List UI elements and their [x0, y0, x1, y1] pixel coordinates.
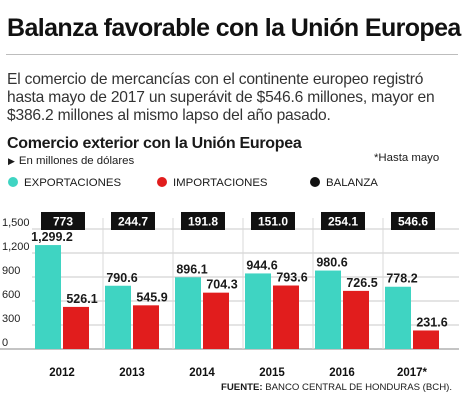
- bar-importaciones: [133, 305, 159, 349]
- balanza-value-label: 151.0: [258, 215, 288, 229]
- legend-label-balanza: BALANZA: [326, 177, 378, 189]
- chart-title: Comercio exterior con la Unión Europea: [7, 135, 302, 152]
- x-tick-label: 2016: [329, 367, 355, 379]
- legend: EXPORTACIONES IMPORTACIONES BALANZA: [8, 177, 458, 193]
- value-label-exportaciones: 1,299.2: [31, 230, 73, 244]
- y-tick-label: 0: [2, 337, 8, 349]
- legend-item-balanza: BALANZA: [310, 177, 378, 189]
- legend-item-exportaciones: EXPORTACIONES: [8, 177, 121, 189]
- value-label-exportaciones: 980.6: [316, 256, 347, 270]
- value-label-importaciones: 545.9: [136, 290, 167, 304]
- chart-note: *Hasta mayo: [374, 152, 440, 164]
- balanza-box: [391, 212, 435, 230]
- balanza-value-label: 244.7: [118, 215, 148, 229]
- bar-exportaciones: [35, 245, 61, 349]
- bar-importaciones: [203, 292, 229, 349]
- bar-importaciones: [343, 290, 369, 349]
- balanza-box: [251, 212, 295, 230]
- triangle-icon: ▶: [8, 156, 15, 166]
- chart-subtitle-text: En millones de dólares: [18, 155, 135, 167]
- balanza-box: [181, 212, 225, 230]
- bar-importaciones: [273, 285, 299, 349]
- legend-label-importaciones: IMPORTACIONES: [173, 177, 268, 189]
- legend-swatch-balanza: [310, 177, 320, 187]
- balanza-box: [321, 212, 365, 230]
- legend-swatch-importaciones: [157, 177, 167, 187]
- value-label-importaciones: 231.6: [416, 315, 447, 329]
- lede-paragraph: El comercio de mercancías con el contine…: [7, 71, 435, 124]
- balanza-box: [41, 212, 85, 230]
- bar-exportaciones: [315, 270, 341, 349]
- x-tick-label: 2014: [189, 367, 215, 379]
- source-text: BANCO CENTRAL DE HONDURAS (BCH).: [265, 382, 452, 393]
- value-label-importaciones: 704.3: [206, 278, 237, 292]
- y-tick-label: 600: [2, 289, 20, 301]
- y-tick-label: 1,500: [2, 217, 30, 229]
- balanza-value-label: 254.1: [328, 215, 358, 229]
- bar-exportaciones: [175, 277, 201, 349]
- balanza-value-label: 773: [53, 215, 73, 229]
- balanza-value-label: 191.8: [188, 215, 218, 229]
- x-tick-label: 2012: [49, 367, 75, 379]
- legend-label-exportaciones: EXPORTACIONES: [24, 177, 122, 189]
- balanza-box: [111, 212, 155, 230]
- bar-importaciones: [63, 306, 89, 349]
- value-label-importaciones: 793.6: [276, 271, 307, 285]
- y-tick-label: 900: [2, 265, 20, 277]
- bar-exportaciones: [385, 286, 411, 349]
- bar-exportaciones: [245, 273, 271, 349]
- bar-importaciones: [413, 330, 439, 349]
- x-tick-label: 2017*: [397, 367, 428, 379]
- y-tick-label: 1,200: [2, 241, 30, 253]
- legend-swatch-exportaciones: [8, 177, 18, 187]
- source-note: FUENTE: BANCO CENTRAL DE HONDURAS (BCH).: [221, 382, 452, 393]
- value-label-exportaciones: 778.2: [386, 272, 417, 286]
- bar-exportaciones: [105, 285, 131, 349]
- value-label-importaciones: 526.1: [66, 292, 97, 306]
- value-label-importaciones: 726.5: [346, 276, 377, 290]
- x-tick-label: 2015: [259, 367, 285, 379]
- y-tick-label: 300: [2, 313, 20, 325]
- source-label: FUENTE:: [221, 382, 263, 393]
- chart-subtitle: ▶ En millones de dólares: [8, 155, 134, 167]
- value-label-exportaciones: 944.6: [246, 258, 277, 272]
- value-label-exportaciones: 896.1: [176, 262, 207, 276]
- divider: [6, 54, 458, 55]
- x-tick-label: 2013: [119, 367, 145, 379]
- headline: Balanza favorable con la Unión Europea: [7, 14, 461, 42]
- value-label-exportaciones: 790.6: [106, 271, 137, 285]
- legend-item-importaciones: IMPORTACIONES: [157, 177, 268, 189]
- balanza-value-label: 546.6: [398, 215, 428, 229]
